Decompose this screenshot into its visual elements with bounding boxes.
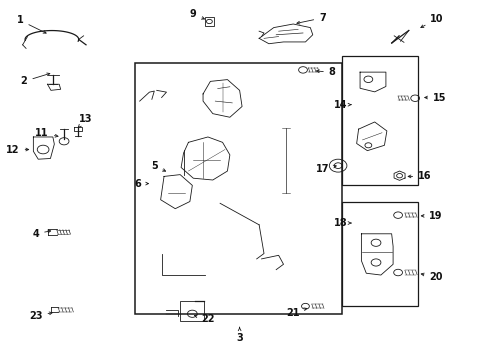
Text: 18: 18: [334, 218, 350, 228]
Text: 10: 10: [420, 14, 443, 28]
Text: 7: 7: [296, 13, 325, 24]
Text: 5: 5: [151, 161, 165, 171]
Text: 19: 19: [421, 211, 442, 221]
Bar: [204, 17, 214, 26]
Text: 9: 9: [189, 9, 204, 19]
Bar: [135, 63, 341, 315]
Text: 11: 11: [35, 129, 58, 138]
Text: 14: 14: [334, 100, 350, 110]
Text: 2: 2: [20, 73, 50, 86]
Text: 4: 4: [32, 229, 51, 239]
Text: 8: 8: [316, 67, 335, 77]
Text: 20: 20: [420, 272, 442, 282]
Text: 23: 23: [29, 311, 52, 321]
Text: 22: 22: [194, 314, 214, 324]
Text: 3: 3: [236, 327, 243, 343]
Text: 1: 1: [17, 15, 46, 33]
Text: 21: 21: [286, 308, 306, 318]
Bar: [180, 301, 203, 321]
Text: 16: 16: [407, 171, 431, 181]
Bar: [341, 202, 417, 306]
Text: 17: 17: [315, 164, 336, 174]
Text: 15: 15: [424, 93, 446, 103]
Text: 13: 13: [78, 114, 93, 127]
Text: 6: 6: [135, 179, 148, 189]
Text: 12: 12: [6, 144, 29, 154]
Bar: [341, 56, 417, 185]
